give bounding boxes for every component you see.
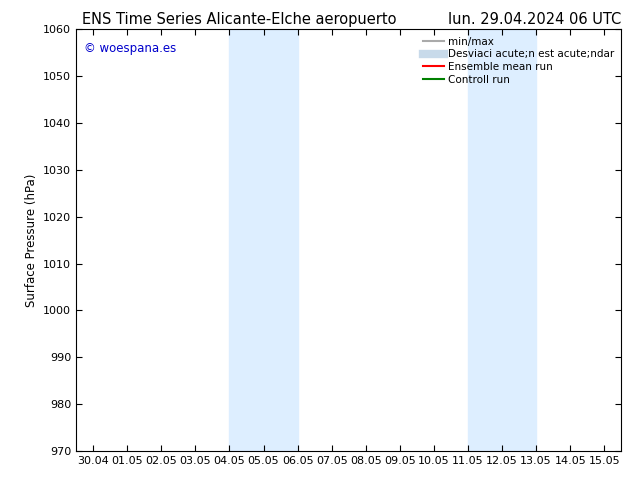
Legend: min/max, Desviaci acute;n est acute;ndar, Ensemble mean run, Controll run: min/max, Desviaci acute;n est acute;ndar… xyxy=(418,32,618,89)
Y-axis label: Surface Pressure (hPa): Surface Pressure (hPa) xyxy=(25,173,37,307)
Bar xyxy=(468,29,536,451)
Text: lun. 29.04.2024 06 UTC: lun. 29.04.2024 06 UTC xyxy=(448,12,621,27)
Text: © woespana.es: © woespana.es xyxy=(84,42,176,55)
Bar xyxy=(230,29,297,451)
Text: ENS Time Series Alicante-Elche aeropuerto: ENS Time Series Alicante-Elche aeropuert… xyxy=(82,12,397,27)
